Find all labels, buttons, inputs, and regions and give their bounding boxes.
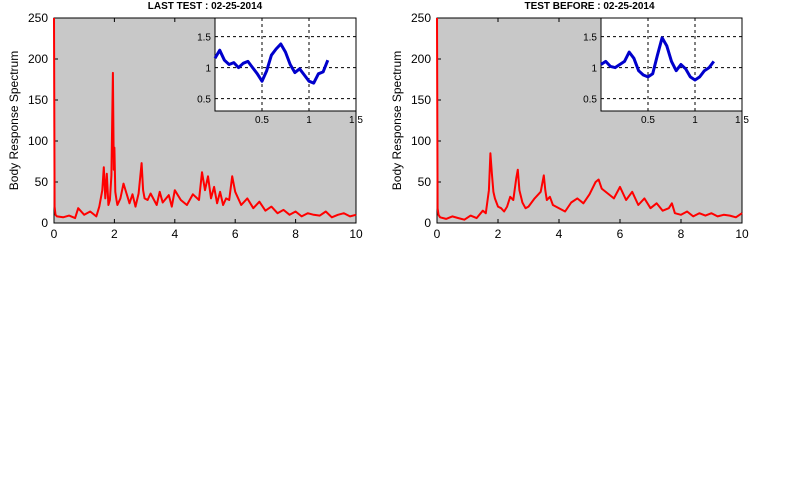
inset-x-tick-label: 1.5: [735, 115, 749, 126]
chart-title: TEST BEFORE : 02-25-2014: [524, 1, 654, 12]
y-tick-label: 250: [28, 11, 48, 25]
inset-y-tick-label: 0.5: [583, 95, 597, 106]
y-tick-label: 100: [28, 134, 48, 148]
inset-y-tick-label: 1: [591, 64, 597, 75]
y-tick-label: 50: [418, 175, 432, 189]
inset-y-tick-label: 1: [205, 64, 211, 75]
x-tick-label: 10: [735, 227, 749, 241]
x-tick-label: 8: [292, 227, 299, 241]
y-axis-label: Body Response Spectrum: [7, 51, 21, 190]
chart-title: LAST TEST : 02-25-2014: [148, 1, 263, 12]
x-tick-label: 6: [617, 227, 624, 241]
inset-chart: 0.5 1 1.5 0.5 1 1.5: [197, 17, 363, 126]
x-tick-label: 10: [349, 227, 363, 241]
series-line: [53, 17, 357, 220]
x-tick-label: 2: [111, 227, 118, 241]
x-tick-label: 2: [495, 227, 502, 241]
inset-y-tick-label: 1.5: [583, 33, 597, 44]
inset-x-tick-label: 0.5: [641, 115, 655, 126]
inset-series-line: [600, 36, 715, 82]
y-tick-label: 200: [411, 52, 431, 66]
y-tick-label: 50: [35, 175, 49, 189]
inset-x-tick-label: 1: [306, 115, 312, 126]
y-tick-label: 0: [41, 216, 48, 230]
x-tick-label: 6: [232, 227, 239, 241]
y-tick-label: 150: [28, 93, 48, 107]
y-tick-label: 150: [411, 93, 431, 107]
x-tick-label: 0: [51, 227, 58, 241]
inset-y-tick-label: 0.5: [197, 95, 211, 106]
inset-chart: 0.5 1 1.5 0.5 1 1.5: [583, 17, 749, 126]
y-tick-label: 0: [424, 216, 431, 230]
inset-x-tick-label: 1: [692, 115, 698, 126]
y-tick-label: 100: [411, 134, 431, 148]
x-tick-label: 8: [678, 227, 685, 241]
y-tick-label: 250: [411, 11, 431, 25]
inset-x-tick-label: 0.5: [255, 115, 269, 126]
inset-plot-area: [214, 17, 357, 112]
inset-series-line: [213, 42, 330, 85]
y-tick-label: 200: [28, 52, 48, 66]
inset-x-tick-label: 1.5: [349, 115, 363, 126]
chart-2: TEST BEFORE : 02-25-2014 Body Response Sp…: [390, 1, 749, 241]
x-tick-label: 4: [556, 227, 563, 241]
series-line: [436, 17, 743, 221]
y-axis-label: Body Response Spectrum: [390, 51, 404, 190]
chart-1: LAST TEST : 02-25-2014 Body Response Spec…: [7, 1, 363, 241]
inset-y-tick-label: 1.5: [197, 33, 211, 44]
x-tick-label: 0: [434, 227, 441, 241]
x-tick-label: 4: [171, 227, 178, 241]
